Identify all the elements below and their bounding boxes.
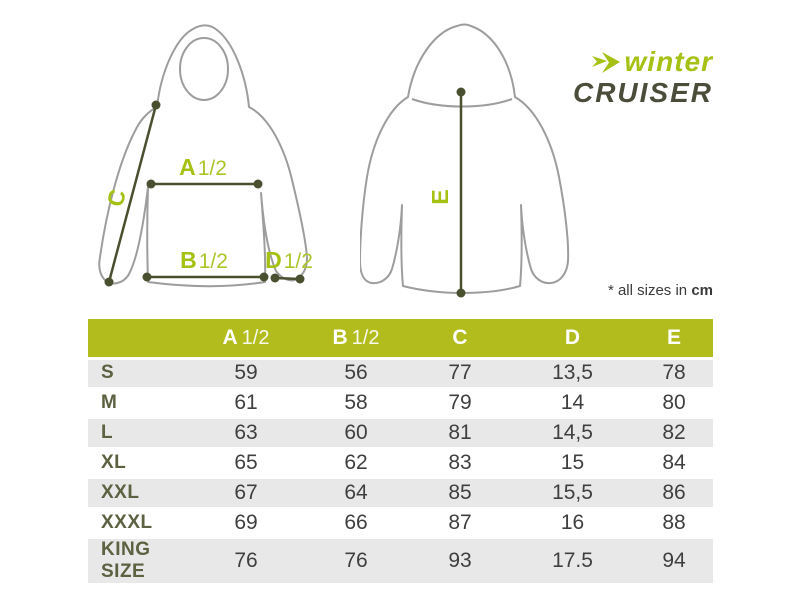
value-c: 83	[410, 448, 510, 479]
value-d: 14	[510, 388, 635, 419]
measure-label-a: A1/2	[179, 154, 227, 180]
value-c: 87	[410, 508, 510, 539]
measure-label-d: D1/2	[265, 247, 313, 273]
column-header-d: D	[510, 319, 635, 360]
size-table: A 1/2 B 1/2 C D E S 59 56 77 13,5 78 M 61 …	[88, 319, 713, 585]
table-row-m: M 61 58 79 14 80	[88, 388, 713, 419]
value-b: 60	[302, 418, 410, 449]
table-row-king-size: KING SIZE 76 76 93 17.5 94	[88, 538, 713, 585]
hood-opening	[179, 37, 229, 101]
size-label: XXL	[88, 478, 190, 509]
size-label: S	[88, 358, 190, 389]
measure-label-e: E	[427, 189, 453, 204]
size-label: M	[88, 388, 190, 419]
units-note-unit: cm	[691, 282, 713, 299]
table-row-xl: XL 65 62 83 15 84	[88, 448, 713, 479]
table-row-s: S 59 56 77 13,5 78	[88, 358, 713, 389]
value-e: 84	[635, 448, 713, 479]
column-header-b: B 1/2	[302, 319, 410, 360]
table-row-l: L 63 60 81 14,5 82	[88, 418, 713, 449]
value-d: 13,5	[510, 358, 635, 389]
value-b: 56	[302, 358, 410, 389]
value-b: 76	[302, 538, 410, 585]
measure-label-b: B1/2	[180, 247, 228, 273]
measure-label-c: C	[102, 187, 131, 210]
value-e: 80	[635, 388, 713, 419]
units-note-text: * all sizes in	[607, 282, 692, 299]
column-header-e: E	[635, 319, 713, 360]
brand-name-winter: winter	[624, 46, 713, 77]
value-a: 61	[190, 388, 302, 419]
table-row-xxl: XXL 67 64 85 15,5 86	[88, 478, 713, 509]
front-view-diagram: A1/2 B1/2 D1/2 C	[98, 24, 313, 288]
column-header-size	[88, 319, 190, 360]
value-d: 16	[510, 508, 635, 539]
column-header-a: A 1/2	[190, 319, 302, 360]
value-b: 64	[302, 478, 410, 509]
value-e: 82	[635, 418, 713, 449]
value-c: 81	[410, 418, 510, 449]
value-a: 63	[190, 418, 302, 449]
table-row-xxxl: XXXL 69 66 87 16 88	[88, 508, 713, 539]
value-e: 78	[635, 358, 713, 389]
size-label: KING SIZE	[88, 538, 190, 585]
value-c: 79	[410, 388, 510, 419]
value-b: 62	[302, 448, 410, 479]
value-a: 69	[190, 508, 302, 539]
value-a: 76	[190, 538, 302, 585]
value-a: 59	[190, 358, 302, 389]
column-header-c: C	[410, 319, 510, 360]
value-d: 14,5	[510, 418, 635, 449]
value-d: 15,5	[510, 478, 635, 509]
brand-name-cruiser: CRUISER	[572, 77, 713, 108]
value-a: 67	[190, 478, 302, 509]
value-c: 77	[410, 358, 510, 389]
value-d: 15	[510, 448, 635, 479]
units-note: * all sizes in cm	[608, 282, 713, 299]
brand-arrow-icon	[591, 51, 620, 73]
measure-dots	[104, 100, 305, 287]
value-e: 86	[635, 478, 713, 509]
value-c: 85	[410, 478, 510, 509]
brand-logo: winter CRUISER	[555, 48, 713, 107]
measure-line-c	[107, 103, 158, 284]
value-b: 66	[302, 508, 410, 539]
value-c: 93	[410, 538, 510, 585]
hoodie-back-outline	[360, 23, 570, 294]
back-view-diagram: E	[360, 23, 570, 298]
hoodie-front-outline	[98, 24, 308, 288]
value-e: 88	[635, 508, 713, 539]
table-header-row: A 1/2 B 1/2 C D E	[88, 319, 713, 360]
size-label: XXXL	[88, 508, 190, 539]
size-label: XL	[88, 448, 190, 479]
value-e: 94	[635, 538, 713, 585]
measure-dots	[456, 87, 466, 298]
size-label: L	[88, 418, 190, 449]
value-d: 17.5	[510, 538, 635, 585]
value-b: 58	[302, 388, 410, 419]
value-a: 65	[190, 448, 302, 479]
